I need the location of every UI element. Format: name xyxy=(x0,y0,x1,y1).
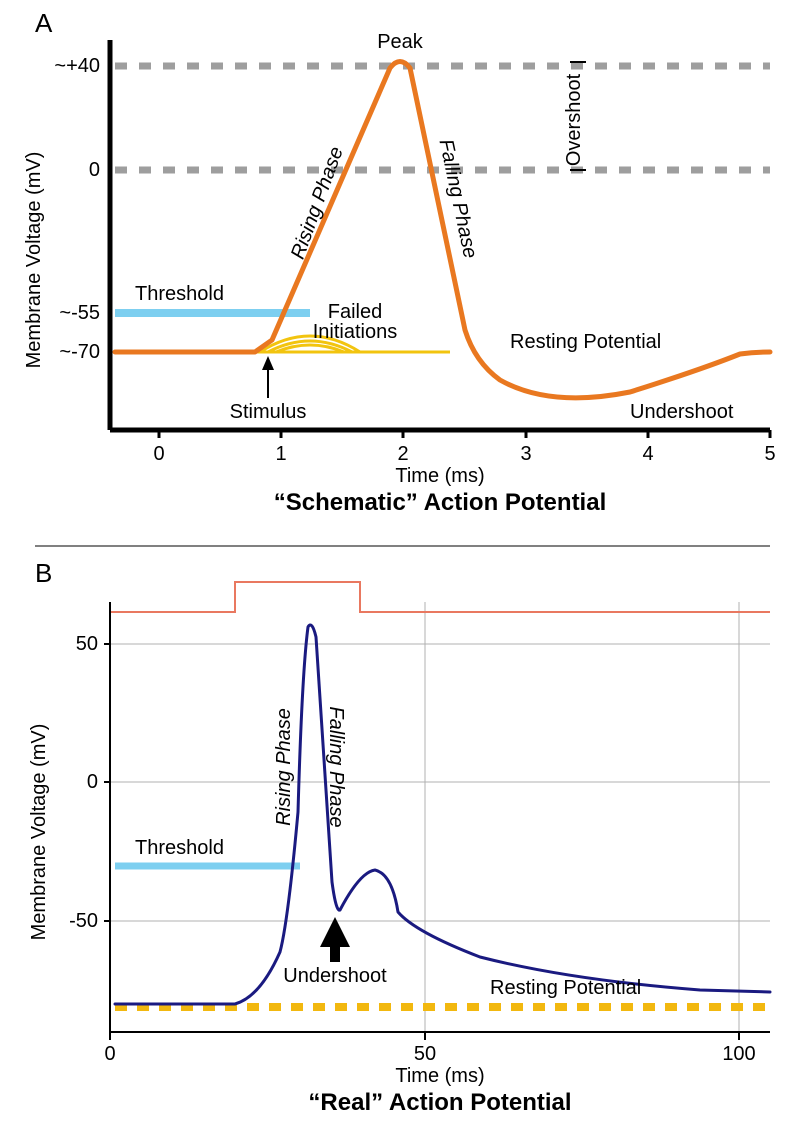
ann-overshoot-group: Overshoot xyxy=(563,62,586,170)
panel-a-letter: A xyxy=(35,8,53,38)
xlabel-a: Time (ms) xyxy=(395,465,484,487)
ytick-a: ~+40 xyxy=(54,55,100,77)
xtick-a: 5 xyxy=(764,443,775,465)
ytick-a: ~-70 xyxy=(59,341,100,363)
ann-threshold-b: Threshold xyxy=(135,837,224,859)
ann-rising: Rising Phase xyxy=(287,144,348,262)
action-potential-curve-a xyxy=(115,62,770,398)
ytick-b: 50 xyxy=(76,633,98,655)
title-a: “Schematic” Action Potential xyxy=(274,489,607,516)
panel-b-chart: B 50 0 -50 0 50 100 Membran xyxy=(0,552,795,1130)
xtick-b: 50 xyxy=(414,1043,436,1065)
action-potential-curve-b xyxy=(115,625,770,1004)
ann-threshold: Threshold xyxy=(135,283,224,305)
xlabel-b: Time (ms) xyxy=(395,1065,484,1087)
ann-undershoot-b: Undershoot xyxy=(283,965,387,987)
ann-falling: Falling Phase xyxy=(435,137,482,260)
xtick-a: 2 xyxy=(397,443,408,465)
xtick-b: 0 xyxy=(104,1043,115,1065)
title-b: “Real” Action Potential xyxy=(308,1089,571,1116)
ann-overshoot: Overshoot xyxy=(563,73,585,166)
ann-rising-b: Rising Phase xyxy=(273,708,295,826)
ann-resting: Resting Potential xyxy=(510,331,661,353)
ann-stimulus: Stimulus xyxy=(230,401,307,423)
stimulus-arrow: Stimulus xyxy=(230,356,307,423)
xtick-a: 4 xyxy=(642,443,653,465)
ann-resting-b: Resting Potential xyxy=(490,977,641,999)
xtick-a: 3 xyxy=(520,443,531,465)
panel-divider xyxy=(0,540,795,552)
ytick-b: 0 xyxy=(87,771,98,793)
ann-undershoot: Undershoot xyxy=(630,401,734,423)
xtick-a: 0 xyxy=(153,443,164,465)
ylabel-a: Membrane Voltage (mV) xyxy=(23,152,45,369)
undershoot-arrow-b: Undershoot xyxy=(283,917,387,987)
ann-peak: Peak xyxy=(377,31,424,53)
stimulus-trace-b xyxy=(110,582,770,612)
panel-a-chart: A ~+40 0 ~-55 ~-70 xyxy=(0,0,795,540)
ylabel-b: Membrane Voltage (mV) xyxy=(28,724,50,941)
ann-falling-b: Falling Phase xyxy=(325,706,347,827)
ytick-a: ~-55 xyxy=(59,302,100,324)
ytick-b: -50 xyxy=(69,910,98,932)
xtick-a: 1 xyxy=(275,443,286,465)
ytick-a: 0 xyxy=(89,159,100,181)
panel-b-letter: B xyxy=(35,558,52,588)
panel-b-plot: 50 0 -50 0 50 100 Membrane Voltage (mV) … xyxy=(28,582,770,1116)
panel-a-plot: ~+40 0 ~-55 ~-70 0 1 2 3 4 5 Membrane Vo… xyxy=(23,31,776,516)
xtick-b: 100 xyxy=(722,1043,755,1065)
ann-failed: FailedInitiations xyxy=(313,301,398,343)
